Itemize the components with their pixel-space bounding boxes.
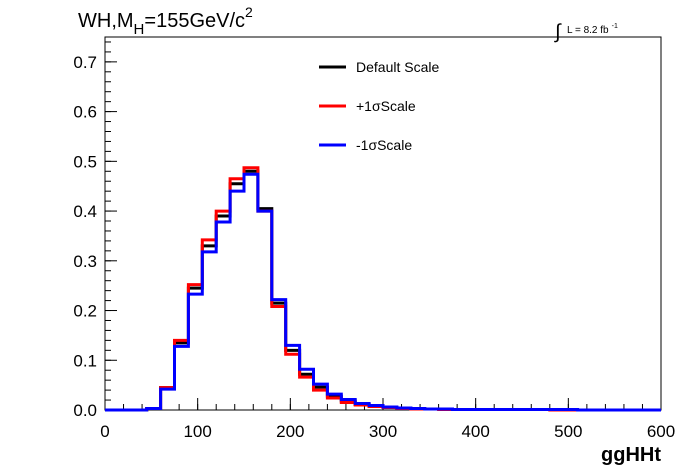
y-tick-label: 0.3 [73, 252, 97, 271]
integral-sign: ∫ [554, 21, 562, 43]
x-tick-label: 200 [276, 422, 304, 441]
y-axis: 0.0 0.1 0.2 0.3 0.4 0.5 0.6 0.7 [73, 41, 117, 420]
legend-label: +1σScale [356, 98, 416, 114]
series-line-2 [105, 172, 661, 412]
x-axis-label: ggHHt [601, 444, 661, 466]
x-tick-label: 0 [100, 422, 109, 441]
legend-label: Default Scale [356, 59, 439, 75]
y-tick-label: 0.6 [73, 103, 97, 122]
x-tick-label: 600 [647, 422, 675, 441]
y-tick-label: 0.4 [73, 202, 97, 221]
y-tick-label: 0.7 [73, 53, 97, 72]
x-axis: 0 100 200 300 400 500 600 [100, 398, 675, 441]
series-group [105, 166, 661, 412]
title-rest: =155GeV/c [144, 10, 245, 32]
luminosity-text: L = 8.2 fb -1 [567, 23, 618, 36]
title-superscript: 2 [245, 4, 253, 20]
x-tick-label: 500 [554, 422, 582, 441]
chart-title: WH,MH=155GeV/c2 [78, 4, 253, 38]
legend: Default Scale +1σScale -1σScale [319, 59, 439, 153]
y-tick-label: 0.2 [73, 302, 97, 321]
x-tick-label: 400 [461, 422, 489, 441]
y-tick-label: 0.1 [73, 351, 97, 370]
title-subscript: H [134, 21, 145, 38]
y-tick-label: 0.0 [73, 401, 97, 420]
luminosity-label: ∫ L = 8.2 fb -1 [554, 21, 618, 43]
title-main: WH,M [78, 10, 134, 32]
legend-label: -1σScale [356, 137, 412, 153]
x-tick-label: 300 [369, 422, 397, 441]
y-tick-label: 0.5 [73, 152, 97, 171]
luminosity-value: L = 8.2 fb [567, 25, 609, 36]
luminosity-superscript: -1 [612, 23, 618, 30]
x-tick-label: 100 [183, 422, 211, 441]
